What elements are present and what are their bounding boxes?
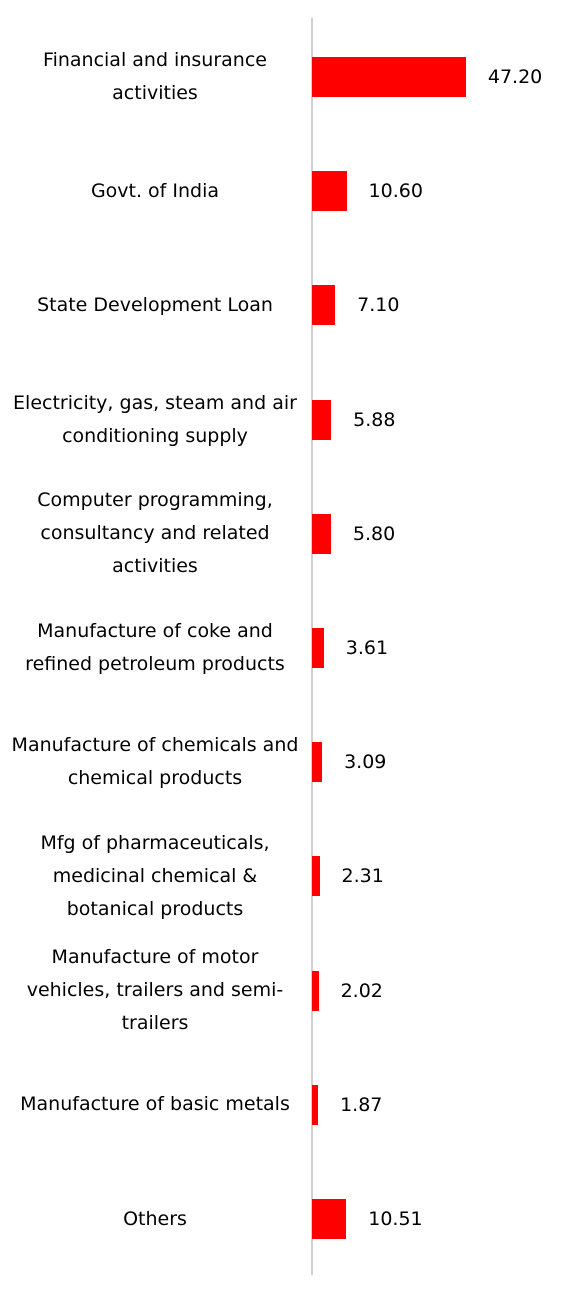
bar [312,399,332,440]
value-label: 3.61 [345,637,389,659]
category-label: Electricity, gas, steam and air conditio… [8,365,302,475]
category-text: Others [123,1207,187,1230]
value-label: 5.88 [353,408,396,431]
category-label: Manufacture of chemicals and chemical pr… [8,707,302,817]
bar [312,970,319,1011]
category-label: Financial and insurance activities [8,22,302,132]
category-label: Computer programming, consultancy and re… [8,479,302,589]
category-label: State Development Loan [8,250,302,360]
value-label: 7.10 [357,294,400,317]
bar [312,628,324,668]
value-label: 1.87 [340,1093,383,1116]
category-label: Manufacture of basic metals [8,1050,302,1160]
category-text: Computer programming, consultancy and re… [37,489,273,578]
category-text: Manufacture of motor vehicles, trailers … [26,946,284,1035]
value-label: 2.31 [341,865,384,888]
value-label: 47.20 [487,66,543,88]
category-label: Manufacture of coke and refined petroleu… [8,593,302,703]
value-label: 10.60 [368,180,423,203]
bar [312,742,323,783]
bar [312,1199,347,1239]
bar [312,856,320,897]
category-text: Manufacture of coke and refined petroleu… [25,620,285,675]
bar [312,513,331,554]
bar [312,1084,319,1125]
category-text: Financial and insurance activities [43,49,267,104]
category-text: Electricity, gas, steam and air conditio… [13,391,297,447]
category-label: Govt. of India [8,136,302,246]
category-label: Others [8,1164,302,1274]
bar [312,171,347,212]
category-text: Manufacture of chemicals and chemical pr… [11,734,299,790]
value-label: 3.09 [344,751,387,774]
value-label: 5.80 [352,522,396,545]
value-label: 10.51 [368,1208,423,1230]
bar [312,57,466,97]
category-label: Mfg of pharmaceuticals, medicinal chemic… [8,821,302,931]
category-text: Govt. of India [90,179,220,202]
value-label: 2.02 [340,979,383,1002]
category-label: Manufacture of motor vehicles, trailers … [8,936,302,1046]
category-text: Mfg of pharmaceuticals, medicinal chemic… [40,831,270,920]
category-text: State Development Loan [37,293,273,316]
category-text: Manufacture of basic metals [20,1093,290,1116]
bar [312,285,336,326]
